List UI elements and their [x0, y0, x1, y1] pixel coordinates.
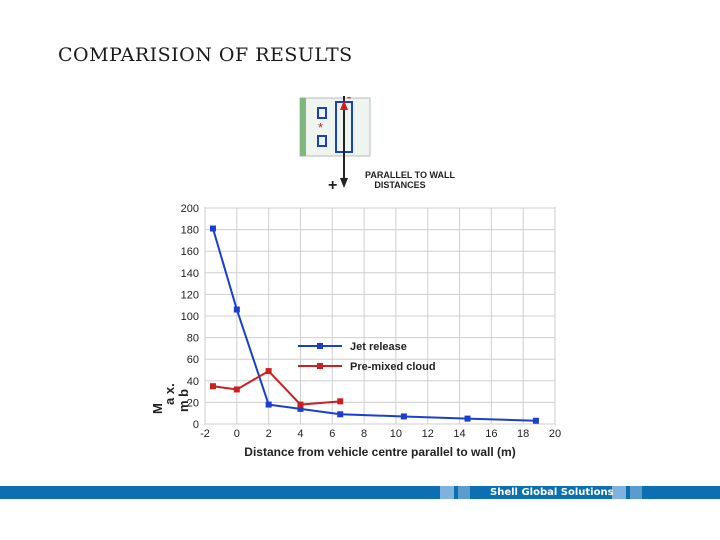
legend-label: Jet release [350, 341, 407, 353]
data-point [265, 368, 272, 375]
data-point [532, 417, 539, 424]
chart-ticks: -2 0 2 4 6 8 10 12 14 16 18 20020406080100120140160… [181, 203, 561, 440]
plus-sign: + [328, 177, 337, 192]
data-point [297, 401, 304, 408]
y-tick-label: 140 [181, 268, 199, 280]
y-tick-label: 0 [193, 419, 199, 431]
minus-sign: - [347, 92, 351, 104]
legend-marker [317, 363, 323, 369]
schematic-caption-line2: DISTANCES [374, 180, 425, 190]
y-tick-label: 180 [181, 225, 199, 237]
x-tick-label: -2 [200, 428, 210, 440]
y-tick-label: 120 [181, 289, 199, 301]
footer-accent-block [612, 486, 626, 499]
data-point [233, 386, 240, 393]
x-tick-label: 16 [485, 428, 497, 440]
footer-brand-text: Shell Global Solutions [490, 487, 614, 498]
y-axis-label-part: m b [176, 389, 191, 412]
vehicle-wall-schematic: * - + PARALLEL TO WALL DISTANCES [299, 92, 455, 192]
legend-label: Pre-mixed cloud [350, 361, 436, 373]
data-point [337, 398, 344, 405]
y-tick-label: 40 [187, 376, 199, 388]
slide-title: COMPARISION OF RESULTS [58, 44, 353, 66]
footer-accent-block [630, 486, 642, 499]
vehicle-outline-top [317, 107, 327, 119]
schematic-caption-line1: PARALLEL TO WALL [365, 170, 455, 180]
data-point [337, 411, 344, 418]
wall-strip [300, 98, 306, 156]
x-tick-label: 2 [266, 428, 272, 440]
data-point [464, 415, 471, 422]
arrow-down-icon [340, 178, 348, 188]
y-tick-label: 20 [187, 397, 199, 409]
data-point [400, 413, 407, 420]
y-tick-label: 60 [187, 354, 199, 366]
series-line [211, 228, 536, 422]
x-tick-label: 4 [297, 428, 303, 440]
y-tick-label: 100 [181, 311, 199, 323]
data-point [265, 401, 272, 408]
footer-accent-block [458, 486, 470, 499]
data-point [209, 383, 216, 390]
x-tick-label: 8 [361, 428, 367, 440]
x-tick-label: 6 [329, 428, 335, 440]
chart-series [209, 225, 539, 424]
chart-grid [204, 207, 556, 425]
x-tick-label: 14 [453, 428, 465, 440]
vehicle-outline-bottom [317, 135, 327, 147]
y-tick-label: 160 [181, 246, 199, 258]
x-axis-label: Distance from vehicle centre parallel to… [244, 445, 515, 459]
x-tick-label: 20 [549, 428, 561, 440]
footer-bar [0, 486, 720, 499]
x-tick-label: 18 [517, 428, 529, 440]
y-axis-label-part: a x. [162, 383, 177, 405]
data-point [297, 405, 304, 412]
release-star-icon: * [318, 120, 323, 135]
x-tick-label: 0 [234, 428, 240, 440]
y-tick-label: 200 [181, 203, 199, 215]
data-point [233, 306, 240, 313]
x-tick-label: 12 [422, 428, 434, 440]
x-tick-label: 10 [390, 428, 402, 440]
chart-legend: Jet release Pre-mixed cloud [298, 341, 436, 373]
arrow-up-icon [340, 100, 348, 110]
y-axis-label-part: M [150, 403, 165, 414]
y-tick-label: 80 [187, 333, 199, 345]
legend-marker [317, 343, 323, 349]
data-point [209, 225, 216, 232]
footer-accent-block [440, 486, 454, 499]
results-chart: -2 0 2 4 6 8 10 12 14 16 18 20020406080100120140160… [150, 203, 561, 459]
